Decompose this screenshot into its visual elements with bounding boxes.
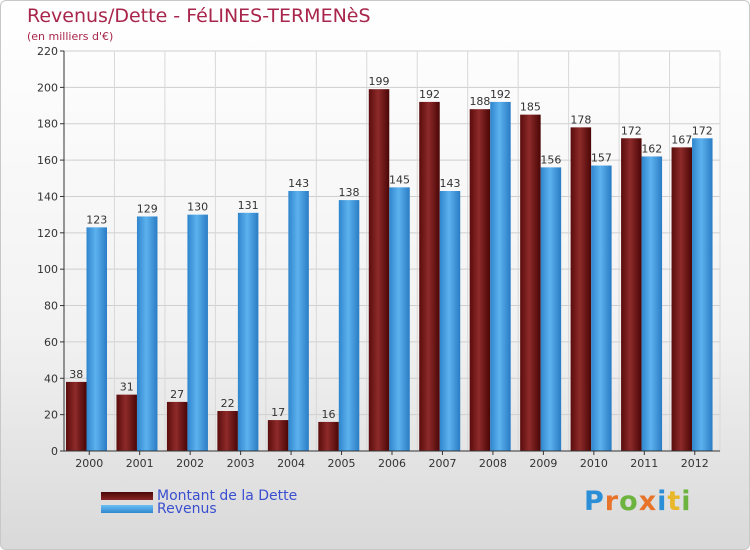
legend-label-revenue: Revenus: [157, 501, 217, 517]
bar-debt: [671, 147, 693, 451]
bar-debt: [166, 401, 188, 451]
y-tick-label: 120: [37, 227, 58, 240]
chart-subtitle: (en milliers d'€): [27, 30, 114, 43]
x-tick-label: 2008: [479, 457, 507, 470]
data-label-revenue: 157: [591, 152, 612, 165]
bar-revenue: [540, 167, 562, 451]
x-tick-label: 2001: [126, 457, 154, 470]
x-tick-label: 2012: [681, 457, 709, 470]
y-tick-label: 40: [44, 372, 58, 385]
chart-title: Revenus/Dette - FéLINES-TERMENèS: [27, 5, 371, 27]
bar-revenue: [641, 156, 663, 452]
y-tick-label: 160: [37, 154, 58, 167]
y-tick-label: 200: [37, 81, 58, 94]
data-label-debt: 22: [221, 397, 235, 410]
bar-revenue: [389, 187, 410, 451]
proxiti-logo: Proxiti: [584, 486, 692, 517]
data-label-debt: 27: [170, 388, 184, 401]
x-tick-label: 2004: [277, 457, 305, 470]
logo-letter: i: [681, 486, 692, 517]
logo-letter: i: [657, 486, 668, 517]
bar-debt: [267, 420, 289, 451]
legend-label-debt: Montant de la Dette: [157, 488, 298, 504]
bar-debt: [570, 127, 592, 451]
bar-revenue: [591, 165, 612, 451]
data-label-revenue: 162: [641, 142, 662, 155]
y-tick-label: 20: [44, 409, 58, 422]
y-tick-label: 80: [44, 300, 58, 313]
data-label-debt: 199: [369, 75, 390, 88]
bar-revenue: [136, 216, 158, 451]
logo-letter: r: [604, 486, 620, 517]
x-tick-label: 2009: [529, 457, 557, 470]
data-label-revenue: 143: [288, 177, 309, 190]
x-tick-label: 2003: [227, 457, 255, 470]
bar-debt: [116, 394, 137, 451]
y-tick-label: 140: [37, 190, 58, 203]
x-tick-label: 2010: [580, 457, 608, 470]
bar-debt: [66, 381, 87, 451]
data-label-debt: 192: [419, 88, 440, 101]
logo-letter: o: [619, 486, 639, 517]
data-label-revenue: 143: [439, 177, 460, 190]
x-tick-label: 2005: [328, 457, 356, 470]
data-label-debt: 188: [469, 95, 490, 108]
data-label-revenue: 145: [389, 173, 410, 186]
bars: [66, 89, 713, 452]
bar-revenue: [237, 212, 259, 451]
bar-debt: [469, 109, 491, 451]
bar-debt: [621, 138, 642, 452]
data-label-revenue: 172: [692, 124, 713, 137]
bar-debt: [520, 114, 541, 452]
bar-revenue: [439, 191, 461, 451]
data-label-debt: 31: [120, 381, 134, 394]
y-tick-label: 60: [44, 336, 58, 349]
bar-debt: [419, 101, 440, 451]
x-tick-label: 2006: [378, 457, 406, 470]
data-label-debt: 185: [520, 101, 541, 114]
x-tick-label: 2011: [630, 457, 658, 470]
data-label-debt: 172: [621, 124, 642, 137]
data-label-revenue: 130: [187, 201, 208, 214]
data-label-revenue: 156: [540, 153, 561, 166]
axes: [60, 50, 720, 455]
data-label-revenue: 129: [137, 202, 158, 215]
data-label-revenue: 192: [490, 88, 511, 101]
y-tick-label: 180: [37, 118, 58, 131]
y-tick-label: 220: [37, 45, 58, 58]
bar-debt: [318, 421, 339, 451]
logo-letter: t: [667, 486, 682, 517]
bar-revenue: [86, 227, 107, 451]
data-label-debt: 167: [671, 133, 692, 146]
logo-letter: P: [584, 486, 605, 517]
bar-revenue: [288, 191, 309, 451]
bar-revenue: [338, 200, 360, 451]
y-tick-label: 100: [37, 263, 58, 276]
x-tick-label: 2000: [75, 457, 103, 470]
data-label-revenue: 138: [339, 186, 360, 199]
data-label-debt: 16: [322, 408, 336, 421]
data-label-revenue: 131: [238, 199, 259, 212]
legend-item-debt: Montant de la Dette: [101, 488, 297, 504]
labels: 0 20 40 60 80 100 120 140 160 180 200 220 38 123 2000 3…: [37, 45, 713, 470]
y-tick-label: 0: [51, 445, 58, 458]
x-tick-label: 2007: [428, 457, 456, 470]
bar-revenue: [692, 138, 713, 452]
data-label-revenue: 123: [86, 213, 107, 226]
x-tick-label: 2002: [176, 457, 204, 470]
bar-revenue: [187, 214, 208, 451]
logo-letter: x: [638, 486, 658, 517]
bar-debt: [217, 411, 238, 451]
data-label-debt: 17: [271, 406, 285, 419]
data-label-debt: 178: [570, 113, 591, 126]
legend-item-revenue: Revenus: [101, 501, 217, 517]
data-label-debt: 38: [69, 368, 83, 381]
legend-swatch-debt: [101, 492, 153, 500]
legend-swatch-revenue: [101, 505, 153, 513]
bar-revenue: [490, 101, 511, 451]
bar-debt: [368, 89, 390, 451]
